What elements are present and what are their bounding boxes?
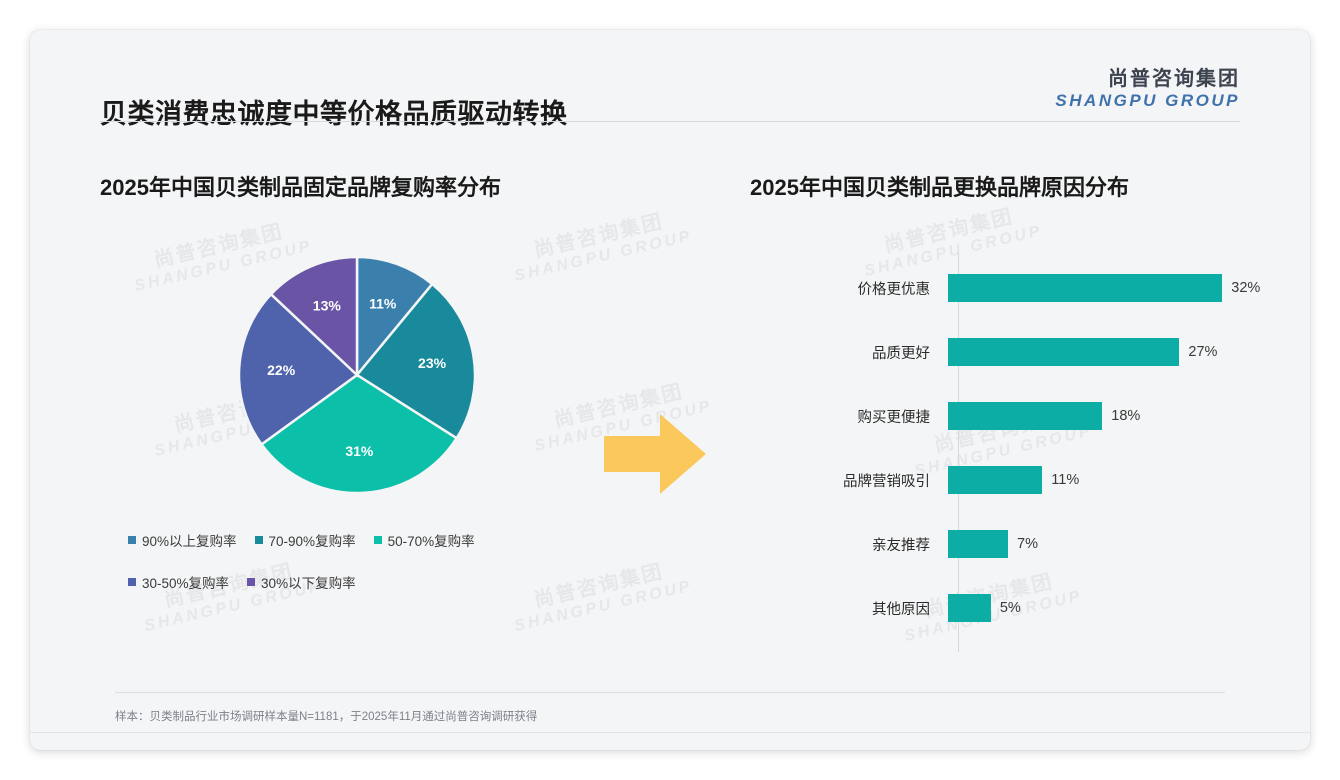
header-divider xyxy=(100,121,1240,122)
bar-fill[interactable] xyxy=(948,594,991,622)
bar-row[interactable]: 购买更便捷 18% xyxy=(750,402,1270,430)
pie-legend: 90%以上复购率 70-90%复购率 50-70%复购率 30-50%复购率 30%以下… xyxy=(128,530,598,592)
right-arrow-icon xyxy=(604,414,706,494)
legend-item[interactable]: 50-70%复购率 xyxy=(373,530,475,550)
transition-arrow xyxy=(600,408,710,500)
bar-value-label: 5% xyxy=(999,600,1021,616)
legend-swatch-icon xyxy=(254,536,263,544)
bar-chart-panel: 2025年中国贝类制品更换品牌原因分布 价格更优惠 32% 品质更好 27% 购买更便捷… xyxy=(750,170,1270,652)
bar-fill[interactable] xyxy=(948,530,1008,558)
legend-label: 50-70%复购率 xyxy=(387,534,475,549)
bar-row[interactable]: 品牌营销吸引 11% xyxy=(750,466,1270,494)
pie-chart-panel: 2025年中国贝类制品固定品牌复购率分布 11% 23% 31% 22% 13% 90%… xyxy=(100,170,660,592)
pie-slice-label: 11% xyxy=(369,295,397,311)
legend-swatch-icon xyxy=(128,536,136,544)
logo-cn-text: 尚普咨询集团 xyxy=(1108,68,1240,90)
slide-footer: ©2026.1 SHANGPU GROUP www.shangpu-china.… xyxy=(30,732,1310,750)
bar-category-label: 购买更便捷 xyxy=(857,409,931,426)
bar-chart-axis xyxy=(958,252,959,652)
bar-value-label: 32% xyxy=(1231,280,1261,296)
source-divider xyxy=(115,692,1225,693)
copyright-text: ©2026.1 SHANGPU GROUP xyxy=(100,748,256,750)
legend-swatch-icon xyxy=(128,578,136,586)
bar-value-label: 11% xyxy=(1051,472,1080,488)
pie-slice[interactable] xyxy=(269,255,359,378)
pie-chart: 11% 23% 31% 22% 13% xyxy=(232,250,482,500)
bar-fill[interactable] xyxy=(948,402,1103,430)
logo-en-text: SHANGPU GROUP xyxy=(1055,91,1240,110)
pie-slice[interactable] xyxy=(355,282,477,440)
slide-card: 尚普咨询集团 SHANGPU GROUP 尚普咨询集团 SHANGPU GROU… xyxy=(30,30,1310,750)
bar-category-label: 品质更好 xyxy=(872,345,930,362)
bar-category-label: 品牌营销吸引 xyxy=(843,473,930,490)
legend-swatch-icon xyxy=(247,578,256,586)
bar-fill[interactable] xyxy=(948,274,1223,302)
bar-value-label: 7% xyxy=(1017,536,1038,552)
bar-value-label: 18% xyxy=(1111,408,1141,424)
page-title: 贝类消费忠诚度中等价格品质驱动转换 xyxy=(100,99,568,129)
legend-item[interactable]: 70-90%复购率 xyxy=(254,530,356,550)
bar-category-label: 价格更优惠 xyxy=(857,281,931,298)
bar-chart-title: 2025年中国贝类制品更换品牌原因分布 xyxy=(750,175,1129,200)
pie-slice-label: 31% xyxy=(345,443,374,459)
bar-fill[interactable] xyxy=(948,338,1180,366)
bar-fill[interactable] xyxy=(948,466,1043,494)
bar-row[interactable]: 品质更好 27% xyxy=(750,338,1270,366)
bar-value-label: 27% xyxy=(1188,344,1218,360)
pie-slice-label: 23% xyxy=(418,355,447,371)
legend-label: 30-50%复购率 xyxy=(142,576,230,591)
bar-category-label: 其他原因 xyxy=(872,601,930,618)
footer-divider xyxy=(30,732,1310,733)
legend-item[interactable]: 30%以下复购率 xyxy=(247,572,356,592)
legend-label: 90%以上复购率 xyxy=(142,534,237,549)
legend-label: 70-90%复购率 xyxy=(268,534,356,549)
bar-row[interactable]: 亲友推荐 7% xyxy=(750,530,1270,558)
legend-label: 30%以下复购率 xyxy=(261,576,356,591)
website-link[interactable]: www.shangpu-china.com xyxy=(1107,748,1240,750)
legend-item[interactable]: 30-50%复购率 xyxy=(128,572,229,592)
bar-row[interactable]: 其他原因 5% xyxy=(750,594,1270,622)
pie-slice[interactable] xyxy=(237,292,359,447)
legend-swatch-icon xyxy=(373,536,382,544)
pie-slice[interactable] xyxy=(355,255,434,379)
pie-slice[interactable] xyxy=(259,373,459,495)
source-note: 样本：贝类制品行业市场调研样本量N=1181，于2025年11月通过尚普咨询调研… xyxy=(115,711,538,723)
pie-svg: 11% 23% 31% 22% 13% xyxy=(237,255,477,495)
bar-category-label: 亲友推荐 xyxy=(872,537,930,554)
pie-slice-label: 13% xyxy=(313,297,342,313)
legend-item[interactable]: 90%以上复购率 xyxy=(128,530,237,550)
slide-header: 贝类消费忠诚度中等价格品质驱动转换 尚普咨询集团 SHANGPU GROUP xyxy=(30,30,1310,129)
bar-chart: 价格更优惠 32% 品质更好 27% 购买更便捷 18% 品牌营销吸引 11% 亲友推荐 7% 其他… xyxy=(750,252,1270,652)
pie-slice-label: 22% xyxy=(267,362,296,378)
brand-logo: 尚普咨询集团 SHANGPU GROUP xyxy=(1055,68,1240,111)
bar-row[interactable]: 价格更优惠 32% xyxy=(750,274,1270,302)
pie-chart-title: 2025年中国贝类制品固定品牌复购率分布 xyxy=(100,175,501,200)
